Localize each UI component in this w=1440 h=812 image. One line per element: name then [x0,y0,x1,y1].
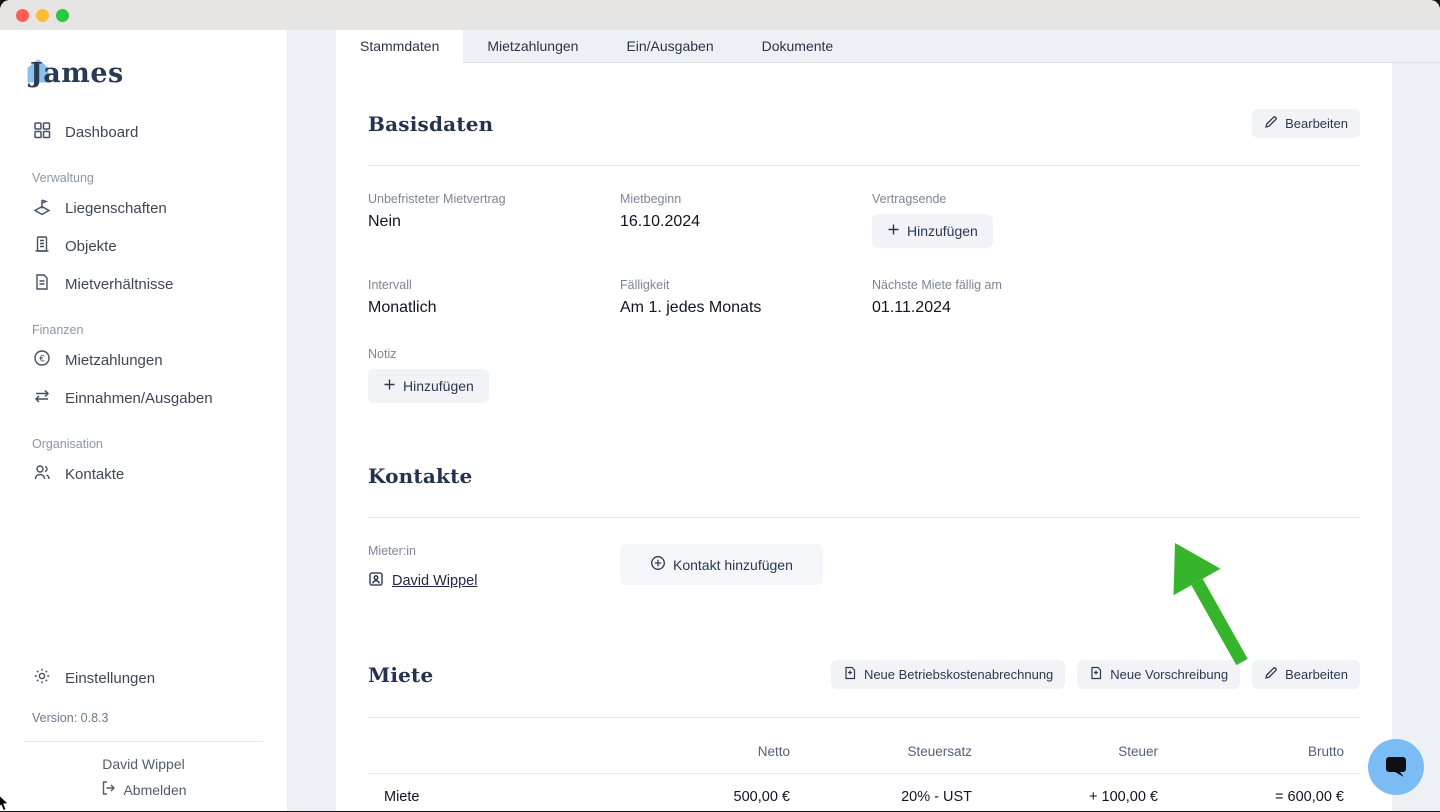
close-window-button[interactable] [16,8,29,22]
sidebar-item-label: Liegenschaften [65,199,167,217]
content-card: Basisdaten Bearbeiten [336,63,1392,811]
zoom-window-button[interactable] [56,8,69,22]
sidebar-section-organisation: Organisation [32,437,103,451]
sidebar-section-verwaltung: Verwaltung [32,171,94,185]
tab-ein-ausgaben[interactable]: Ein/Ausgaben [626,38,714,54]
sidebar: James Dashboard Verwaltung Li [0,30,288,811]
add-vertragsende-button[interactable]: Hinzufügen [872,214,993,249]
user-name: David Wippel [102,756,185,772]
traffic-lights [16,8,69,22]
edit-miete-button[interactable]: Bearbeiten [1252,660,1360,690]
sidebar-item-label: Einnahmen/Ausgaben [65,389,213,407]
field-intervall: Intervall Monatlich [368,278,437,317]
swap-arrows-icon [32,386,52,410]
contact-mieterin: Mieter:in David Wippel [368,544,478,591]
sidebar-item-mietverhaeltnisse[interactable]: Mietverhältnisse [0,265,287,303]
logout-icon [100,780,116,799]
plus-icon [887,223,900,239]
edit-basisdaten-button[interactable]: Bearbeiten [1252,109,1360,139]
sidebar-item-label: Kontakte [65,465,125,483]
add-notiz-button[interactable]: Hinzufügen [368,369,489,404]
section-kontakte: Kontakte Mieter:in [336,415,1392,592]
field-naechste-miete: Nächste Miete fällig am 01.11.2024 [872,278,1002,317]
section-divider [368,165,1360,167]
section-divider [368,517,1360,519]
pencil-icon [1264,666,1278,683]
document-icon [32,272,52,296]
plus-circle-icon [650,555,666,574]
version-label: Version: 0.8.3 [32,711,109,725]
section-basisdaten: Basisdaten Bearbeiten [336,63,1392,404]
contact-card-icon [368,571,384,591]
chat-widget-button[interactable] [1368,739,1424,795]
minimize-window-button[interactable] [36,8,49,22]
chat-bubble-icon [1383,753,1409,782]
miete-table-header-row: Netto Steuersatz Steuer Brutto [368,726,1360,774]
field-mietbeginn: Mietbeginn 16.10.2024 [620,192,701,231]
sidebar-footer: Einstellungen Version: 0.8.3 David Wippe… [0,659,287,811]
sidebar-item-label: Einstellungen [65,669,156,687]
section-miete: Miete Neue Betriebskostenabrechnung [336,614,1392,811]
tab-bar: Stammdaten Mietzahlungen Ein/Ausgaben Do… [336,30,1440,63]
sidebar-item-label: Mietzahlungen [65,351,163,369]
sidebar-item-einstellungen[interactable]: Einstellungen [0,659,287,697]
sidebar-section-finanzen: Finanzen [32,323,84,337]
gear-icon [32,666,52,690]
main-area: Stammdaten Mietzahlungen Ein/Ausgaben Do… [288,30,1440,811]
sidebar-divider [24,741,263,742]
building-icon [32,234,52,258]
section-title-miete: Miete [368,662,434,687]
people-icon [32,462,52,486]
miete-table: Netto Steuersatz Steuer Brutto Miete 500… [368,726,1360,811]
file-plus-icon [843,666,857,683]
section-divider [368,716,1360,718]
sidebar-item-liegenschaften[interactable]: Liegenschaften [0,189,287,227]
tab-mietzahlungen[interactable]: Mietzahlungen [487,38,579,54]
tab-dokumente[interactable]: Dokumente [761,38,834,54]
map-flag-icon [32,196,52,220]
logout-button[interactable]: Abmelden [100,780,187,799]
house-icon [27,59,49,90]
new-betriebskostenabrechnung-button[interactable]: Neue Betriebskostenabrechnung [830,660,1066,690]
column-header-empty [368,726,600,774]
column-header-steuer: Steuer [1118,743,1158,759]
sidebar-item-einnahmen-ausgaben[interactable]: Einnahmen/Ausgaben [0,379,287,417]
file-plus-icon [1089,666,1103,683]
sidebar-item-label: Objekte [65,237,117,255]
sidebar-item-label: Mietverhältnisse [65,275,174,293]
titlebar [0,0,1440,30]
column-header-steuersatz: Steuersatz [907,743,972,759]
field-notiz: Notiz Hinzufügen [368,347,620,404]
svg-text:€: € [39,353,45,364]
euro-circle-icon: € [32,348,52,372]
pencil-icon [1264,115,1278,132]
field-vertragsende: Vertragsende Hinzufügen [872,192,1360,249]
sidebar-item-dashboard[interactable]: Dashboard [0,113,287,151]
tab-stammdaten[interactable]: Stammdaten [336,30,464,63]
plus-icon [383,378,396,394]
table-row-miete: Miete 500,00 € 20% - UST + 100,00 € = 60… [368,772,1360,811]
add-contact-button[interactable]: Kontakt hinzufügen [620,544,823,586]
section-title-basisdaten: Basisdaten [368,111,494,136]
app-logo: James [27,58,170,90]
column-header-netto: Netto [757,743,790,759]
column-header-brutto: Brutto [1307,743,1344,759]
sidebar-item-kontakte[interactable]: Kontakte [0,455,287,493]
contact-link-david-wippel[interactable]: David Wippel [368,571,477,591]
sidebar-item-objekte[interactable]: Objekte [0,227,287,265]
app-logo-text: James [30,58,124,89]
logout-label: Abmelden [123,781,187,798]
section-title-kontakte: Kontakte [368,463,473,488]
sidebar-item-mietzahlungen[interactable]: € Mietzahlungen [0,341,287,379]
sidebar-item-label: Dashboard [65,123,139,141]
field-faelligkeit: Fälligkeit Am 1. jedes Monats [620,278,762,317]
new-vorschreibung-button[interactable]: Neue Vorschreibung [1077,660,1241,690]
dashboard-grid-icon [32,120,52,144]
field-unbefristeter-mietvertrag: Unbefristeter Mietvertrag Nein [368,192,506,231]
